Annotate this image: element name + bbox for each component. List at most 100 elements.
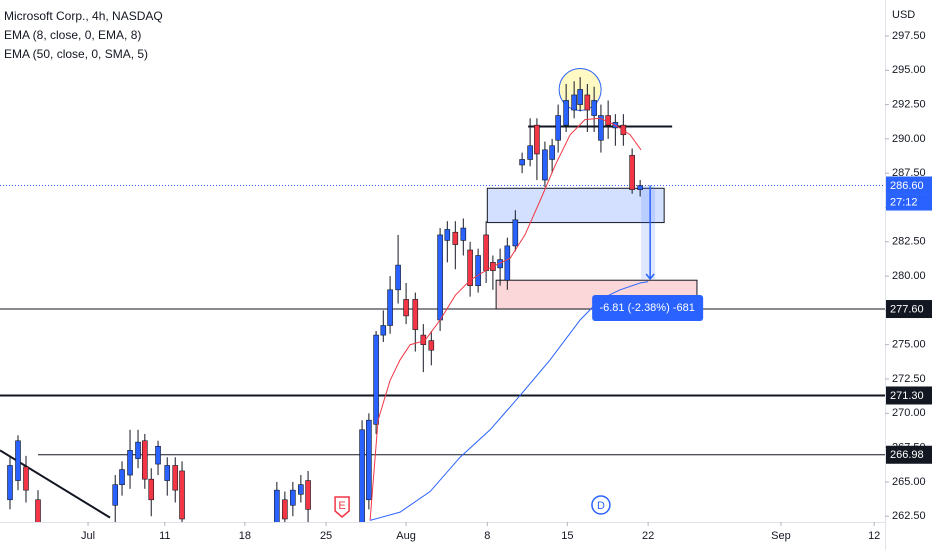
- candle-body: [35, 499, 41, 522]
- event-marker: [591, 495, 611, 515]
- candle-body: [298, 484, 304, 495]
- indicator-legend[interactable]: EMA (50, close, 0, SMA, 5): [4, 47, 148, 61]
- y-tick-label: 272.50: [892, 373, 926, 385]
- candle-body: [179, 470, 185, 520]
- candle-body: [549, 145, 555, 160]
- candle-body: [395, 264, 401, 291]
- indicator-legend[interactable]: EMA (8, close, 0, EMA, 8): [4, 28, 141, 42]
- y-tick-label: 290.00: [892, 133, 926, 145]
- level-label: 277.60: [890, 303, 924, 315]
- candle-body: [282, 499, 288, 520]
- measure-area: [641, 185, 656, 279]
- x-tick-label: 15: [561, 530, 573, 542]
- x-tick-label: 8: [484, 530, 490, 542]
- candle-body: [7, 465, 13, 501]
- candle-body: [373, 334, 379, 425]
- candle-body: [290, 489, 296, 506]
- candle-body: [598, 115, 604, 141]
- candle-body: [519, 159, 525, 166]
- candle-body: [444, 229, 451, 241]
- x-tick-label: 11: [159, 530, 170, 542]
- y-tick-label: 282.50: [892, 236, 926, 248]
- candle-body: [155, 445, 161, 465]
- candle-body: [23, 466, 29, 491]
- level-label-box: [886, 445, 932, 464]
- candle-body: [164, 465, 171, 481]
- candle-body: [542, 149, 548, 181]
- last-price-label-box: [886, 176, 932, 195]
- candle-body: [512, 219, 519, 247]
- candle-body: [148, 478, 155, 501]
- measure-arrow-head: [645, 273, 655, 281]
- level-label-box: [886, 386, 932, 405]
- candle-body: [359, 429, 365, 522]
- countdown-box: [886, 194, 932, 211]
- candle-body: [366, 419, 372, 501]
- chart-title: Microsoft Corp., 4h, NASDAQ: [4, 9, 163, 23]
- x-tick-label: 25: [320, 530, 332, 542]
- candle-body: [483, 234, 489, 271]
- level-label: 266.98: [890, 449, 924, 461]
- candle-body: [412, 299, 419, 330]
- x-tick-label: 12: [868, 530, 880, 542]
- candle-body: [127, 450, 133, 476]
- event-label: E: [338, 500, 345, 512]
- candle-body: [380, 325, 387, 336]
- candle-body: [475, 255, 481, 287]
- measure-label: -6.81 (-2.38%) -681: [599, 302, 694, 314]
- candle-body: [637, 185, 643, 190]
- level-label-box: [886, 300, 932, 319]
- candle-body: [577, 89, 583, 105]
- candle-body: [387, 289, 393, 326]
- candle-body: [504, 245, 511, 281]
- candle-body: [15, 440, 21, 481]
- candle-body: [467, 249, 473, 287]
- level-label: 271.30: [890, 390, 924, 402]
- candle-body: [605, 115, 611, 126]
- candle-body: [119, 469, 125, 485]
- y-tick-label: 297.50: [892, 30, 926, 42]
- countdown-label: 27:12: [890, 196, 918, 208]
- y-tick-label: 280.00: [892, 270, 926, 282]
- x-tick-label: 22: [642, 530, 654, 542]
- candle-body: [274, 489, 280, 522]
- candle-body: [305, 480, 311, 510]
- candle-body: [591, 100, 597, 116]
- candle-body: [112, 484, 119, 506]
- indicator-line: [369, 281, 649, 521]
- candle-body: [629, 155, 635, 190]
- measure-label-box: [592, 294, 704, 321]
- x-tick-label: Sep: [771, 530, 791, 542]
- candle-body: [563, 100, 569, 126]
- indicator-line: [369, 117, 642, 521]
- currency-label: USD: [892, 9, 915, 21]
- candle-body: [428, 340, 435, 351]
- y-tick-label: 295.00: [892, 64, 926, 76]
- x-tick-label: 18: [239, 530, 251, 542]
- y-tick-label: 265.00: [892, 476, 926, 488]
- candle-body: [437, 234, 443, 321]
- zone: [486, 187, 665, 224]
- candle-body: [534, 124, 540, 155]
- y-tick-label: 287.50: [892, 167, 926, 179]
- candle-body: [584, 94, 591, 111]
- y-tick-label: 292.50: [892, 98, 926, 110]
- candle-body: [403, 299, 409, 317]
- candle-body: [135, 441, 141, 459]
- last-price-label: 286.60: [890, 180, 924, 192]
- event-label: D: [597, 500, 605, 512]
- y-tick-label: 262.50: [892, 510, 926, 522]
- candle-body: [460, 227, 467, 241]
- y-tick-label: 270.00: [892, 407, 926, 419]
- candle-body: [452, 231, 459, 245]
- candle-body: [142, 440, 148, 480]
- candle-body: [571, 94, 577, 111]
- y-tick-label: 275.00: [892, 339, 926, 351]
- x-tick-label: Jul: [81, 530, 95, 542]
- event-marker: [334, 496, 350, 518]
- candle-body: [172, 465, 179, 491]
- x-tick-label: Aug: [396, 530, 416, 542]
- candle-body: [527, 145, 533, 160]
